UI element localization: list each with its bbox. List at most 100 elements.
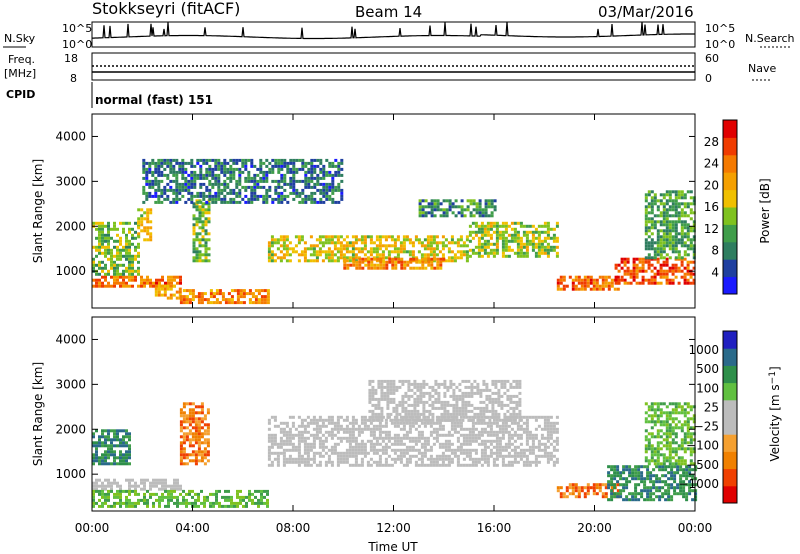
scatter-cell <box>149 278 152 282</box>
scatter-cell <box>330 250 334 254</box>
scatter-cell <box>152 281 155 285</box>
scatter-cell <box>659 281 663 285</box>
scatter-cell <box>322 188 326 192</box>
scatter-cell <box>400 266 404 270</box>
scatter-cell <box>265 164 269 168</box>
scatter-cell <box>134 257 137 261</box>
scatter-cell <box>646 492 650 496</box>
scatter-cell <box>497 400 501 404</box>
scatter-cell <box>291 448 295 452</box>
scatter-cell <box>98 263 101 267</box>
scatter-cell <box>277 167 281 171</box>
scatter-cell <box>351 247 355 251</box>
scatter-cell <box>270 415 274 419</box>
scatter-cell <box>279 427 283 431</box>
scatter-cell <box>342 253 346 257</box>
scatter-cell <box>474 457 478 461</box>
scatter-cell <box>212 492 215 496</box>
scatter-cell <box>134 492 137 496</box>
scatter-cell <box>428 391 432 395</box>
scatter-cell <box>223 188 227 192</box>
scatter-cell <box>204 208 208 212</box>
scatter-cell <box>167 498 170 502</box>
scatter-cell <box>360 463 364 467</box>
scatter-cell <box>425 391 429 395</box>
scatter-cell <box>620 275 624 279</box>
scatter-cell <box>495 248 499 252</box>
scatter-cell <box>197 441 201 445</box>
scatter-cell <box>519 248 523 252</box>
scatter-cell <box>387 463 391 467</box>
scatter-cell <box>543 451 547 455</box>
scatter-cell <box>689 238 693 242</box>
scatter-cell <box>182 289 186 293</box>
scatter-cell <box>665 202 669 206</box>
scatter-cell <box>390 457 394 461</box>
scatter-cell <box>239 495 242 499</box>
scatter-cell <box>444 445 448 449</box>
scatter-cell <box>191 435 195 439</box>
scatter-cell <box>616 489 620 493</box>
scatter-cell <box>574 489 578 493</box>
scatter-cell <box>474 221 478 225</box>
scatter-cell <box>583 278 587 282</box>
scatter-cell <box>465 235 469 239</box>
scatter-cell <box>328 182 332 186</box>
scatter-cell <box>371 397 375 401</box>
scatter-cell <box>625 468 629 472</box>
scatter-cell <box>208 188 212 192</box>
scatter-cell <box>420 253 424 257</box>
scatter-cell <box>175 185 179 189</box>
scatter-cell <box>465 463 469 467</box>
scatter-cell <box>211 173 215 177</box>
scatter-cell <box>525 242 529 246</box>
scatter-cell <box>410 382 414 386</box>
scatter-cell <box>677 205 681 209</box>
scatter-cell <box>207 208 211 212</box>
y-tick-label: 2000 <box>55 219 86 233</box>
scatter-cell <box>128 438 131 442</box>
scatter-cell <box>662 196 666 200</box>
scatter-cell <box>647 447 651 451</box>
scatter-cell <box>501 233 505 237</box>
scatter-cell <box>640 480 644 484</box>
scatter-cell <box>166 296 170 300</box>
scatter-cell <box>257 501 260 505</box>
scatter-cell <box>179 411 183 415</box>
scatter-cell <box>480 430 484 434</box>
scatter-cell <box>203 414 207 418</box>
scatter-cell <box>190 173 194 177</box>
scatter-cell <box>515 415 519 419</box>
colorbar-swatch <box>723 137 737 156</box>
scatter-cell <box>489 442 493 446</box>
scatter-cell <box>491 415 495 419</box>
scatter-cell <box>647 247 651 251</box>
scatter-cell <box>446 409 450 413</box>
scatter-cell <box>205 185 209 189</box>
scatter-cell <box>232 161 236 165</box>
scatter-cell <box>480 421 484 425</box>
scatter-cell <box>525 254 529 258</box>
scatter-cell <box>92 462 95 466</box>
scatter-cell <box>537 224 541 228</box>
scatter-cell <box>531 460 535 464</box>
scatter-cell <box>282 235 286 239</box>
scatter-cell <box>644 402 648 406</box>
scatter-cell <box>176 478 179 482</box>
scatter-cell <box>441 442 445 446</box>
scatter-cell <box>190 176 194 180</box>
scatter-cell <box>98 504 101 508</box>
scatter-cell <box>471 436 475 440</box>
scatter-cell <box>647 414 651 418</box>
scatter-cell <box>552 427 556 431</box>
scatter-cell <box>424 214 428 218</box>
scatter-cell <box>270 442 274 446</box>
scatter-cell <box>468 433 472 437</box>
scatter-cell <box>303 253 307 257</box>
scatter-cell <box>393 436 397 440</box>
scatter-cell <box>492 248 496 252</box>
scatter-cell <box>107 450 110 454</box>
scatter-cell <box>101 487 104 491</box>
scatter-cell <box>301 188 305 192</box>
scatter-cell <box>151 185 155 189</box>
